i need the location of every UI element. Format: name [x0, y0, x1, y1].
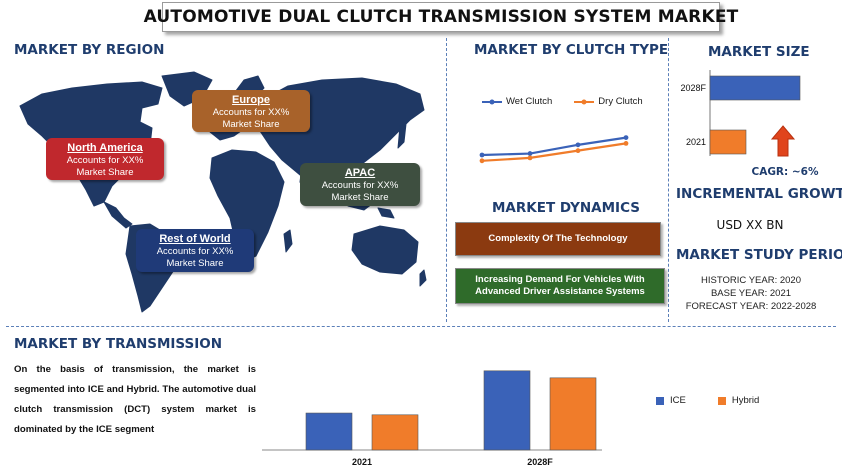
size-bar-2028F	[709, 75, 801, 101]
region-rest-of-world-line1: Accounts for XX%	[156, 246, 234, 257]
divider-vertical-left	[446, 38, 447, 322]
hybrid-legend-swatch	[717, 396, 726, 405]
forecast-year: FORECAST YEAR: 2022-2028	[685, 301, 817, 312]
clutch-series-line-0	[481, 136, 627, 157]
transmission-heading: MARKET BY TRANSMISSION	[14, 336, 223, 352]
clutch-point	[623, 135, 629, 140]
incremental-growth-value: USD XX BN	[716, 218, 784, 232]
trans-bar-hybrid-2028F	[549, 377, 597, 451]
dry-clutch-legend-label: Dry Clutch	[598, 96, 643, 107]
divider-vertical-right	[668, 38, 669, 322]
trans-category-label: 2028F	[527, 457, 553, 467]
clutch-point	[623, 141, 629, 146]
region-north-america: North America Accounts for XX% Market Sh…	[46, 138, 164, 180]
page-title: AUTOMOTIVE DUAL CLUTCH TRANSMISSION SYST…	[144, 2, 738, 32]
transmission-legend: ICE Hybrid	[656, 395, 759, 406]
region-north-america-line1: Accounts for XX%	[66, 155, 144, 166]
region-rest-of-world: Rest of World Accounts for XX% Market Sh…	[136, 229, 254, 272]
clutch-point	[527, 155, 533, 161]
growth-arrow-icon	[770, 125, 796, 157]
market-size-heading: MARKET SIZE	[708, 44, 810, 60]
region-europe-line2: Market Share	[222, 119, 280, 130]
region-heading: MARKET BY REGION	[14, 42, 165, 58]
clutch-point	[479, 152, 485, 158]
trans-category-label: 2021	[352, 457, 372, 467]
clutch-point	[527, 151, 533, 156]
trans-bar-ice-2028F	[483, 370, 531, 451]
base-year: BASE YEAR: 2021	[710, 288, 792, 299]
region-north-america-name: North America	[67, 142, 143, 154]
clutch-point	[575, 148, 581, 154]
cagr-text: CAGR: ~6%	[751, 166, 819, 178]
clutch-series-line-1	[481, 142, 627, 162]
wet-clutch-legend-icon	[482, 99, 502, 104]
region-apac-name: APAC	[344, 167, 376, 179]
region-north-america-line2: Market Share	[76, 167, 134, 178]
region-apac-line2: Market Share	[331, 192, 389, 203]
dry-clutch-legend-icon	[574, 99, 595, 104]
study-period-heading: MARKET STUDY PERIOD	[676, 247, 842, 263]
clutch-point	[479, 158, 485, 164]
dynamics-item-complexity: Complexity Of The Technology	[455, 222, 661, 256]
region-rest-of-world-line2: Market Share	[166, 258, 224, 269]
size-bar-2021	[709, 129, 747, 155]
market-size-bar-chart: 2028F 2021	[680, 70, 801, 156]
clutch-heading: MARKET BY CLUTCH TYPE	[474, 42, 669, 58]
transmission-description: On the basis of transmission, the market…	[14, 364, 256, 435]
size-bar-label: 2028F	[680, 83, 706, 93]
clutch-point	[575, 142, 581, 148]
dynamics-item-demand: Increasing Demand For Vehicles With Adva…	[455, 268, 665, 304]
ice-legend-swatch	[656, 396, 664, 405]
region-europe-line1: Accounts for XX%	[212, 107, 290, 118]
clutch-type-line-chart	[479, 135, 629, 164]
dynamics-heading: MARKET DYNAMICS	[492, 200, 640, 216]
trans-bar-hybrid-2021	[371, 414, 419, 451]
study-period-list: HISTORIC YEAR: 2020 BASE YEAR: 2021 FORE…	[680, 274, 822, 313]
clutch-legend: Wet Clutch Dry Clutch	[482, 96, 643, 107]
size-bar-label: 2021	[686, 137, 706, 147]
region-rest-of-world-name: Rest of World	[159, 233, 231, 245]
incremental-growth-heading: INCREMENTAL GROWTH	[676, 186, 842, 202]
trans-bar-ice-2021	[305, 412, 353, 451]
ice-legend-label: ICE	[670, 395, 686, 406]
wet-clutch-legend-label: Wet Clutch	[506, 96, 553, 107]
transmission-bar-chart: 2021 2028F	[262, 370, 602, 467]
region-europe: Europe Accounts for XX% Market Share	[192, 90, 310, 132]
region-apac: APAC Accounts for XX% Market Share	[300, 163, 420, 206]
region-apac-line1: Accounts for XX%	[321, 180, 399, 191]
historic-year: HISTORIC YEAR: 2020	[701, 275, 801, 286]
hybrid-legend-label: Hybrid	[731, 395, 760, 406]
divider-horizontal	[6, 326, 836, 327]
region-europe-name: Europe	[232, 94, 270, 106]
